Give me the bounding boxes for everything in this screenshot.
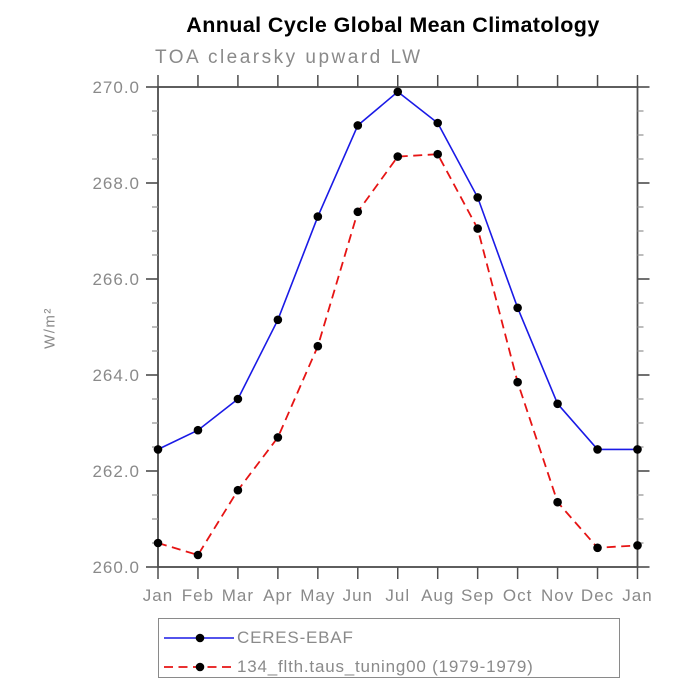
x-tick-label: May (300, 586, 335, 605)
x-tick-label: Nov (541, 586, 574, 605)
series-line-1 (157, 153, 638, 557)
x-tick-label: Sep (461, 586, 494, 605)
data-point (513, 377, 522, 387)
legend-entry-model-run: 134_flth.taus_tuning00 (1979-1979) (162, 657, 534, 676)
x-tick-label: Apr (263, 586, 292, 605)
y-tick-label: 260.0 (92, 558, 140, 577)
data-point (273, 433, 283, 442)
y-tick-label: 268.0 (92, 174, 140, 193)
x-tick-label: Jan (143, 586, 173, 605)
series-line-0 (157, 90, 638, 451)
chart-subtitle: TOA clearsky upward LW (155, 47, 423, 68)
data-point (153, 538, 163, 548)
data-point (633, 541, 642, 550)
data-point (393, 87, 403, 97)
x-tick-label: Oct (503, 586, 532, 605)
legend-marker-dot (195, 662, 205, 672)
data-point (473, 224, 482, 233)
data-point (633, 445, 642, 454)
data-point (433, 149, 443, 159)
data-point (273, 315, 283, 325)
data-point (473, 193, 482, 202)
data-point (313, 212, 323, 221)
data-point (553, 497, 562, 507)
y-tick-label: 264.0 (92, 366, 140, 385)
data-point (433, 118, 443, 128)
x-tick-label: Jul (385, 586, 410, 605)
x-tick-label: Feb (182, 586, 214, 605)
data-point (233, 485, 243, 495)
legend-entry-ceres-ebaf: CERES-EBAF (162, 628, 354, 647)
data-point (353, 207, 363, 217)
data-point (193, 425, 203, 435)
chart-title: Annual Cycle Global Mean Climatology (186, 13, 600, 37)
data-point (513, 303, 522, 313)
x-tick-label: Jan (622, 586, 652, 605)
data-point (233, 394, 243, 404)
data-point (593, 543, 602, 553)
x-tick-label: Dec (581, 586, 614, 605)
data-point (313, 341, 323, 351)
y-tick-label: 270.0 (92, 78, 140, 97)
data-point (153, 445, 163, 454)
legend: CERES-EBAF 134_flth.taus_tuning00 (1979-… (158, 618, 620, 678)
data-point (393, 152, 403, 161)
y-tick-label: 266.0 (92, 270, 140, 289)
legend-label: 134_flth.taus_tuning00 (1979-1979) (237, 657, 534, 676)
x-tick-label: Jun (343, 586, 373, 605)
data-point (193, 550, 203, 560)
data-point (593, 445, 602, 454)
x-tick-label: Mar (222, 586, 254, 605)
legend-label: CERES-EBAF (237, 628, 354, 647)
legend-marker-dot (195, 633, 205, 643)
y-tick-label: 262.0 (92, 462, 140, 481)
data-point (553, 399, 562, 409)
legend-solid-line-sample (164, 633, 234, 643)
x-tick-label: Aug (421, 586, 454, 605)
data-point (353, 121, 363, 130)
legend-dashed-line-sample (164, 662, 234, 672)
